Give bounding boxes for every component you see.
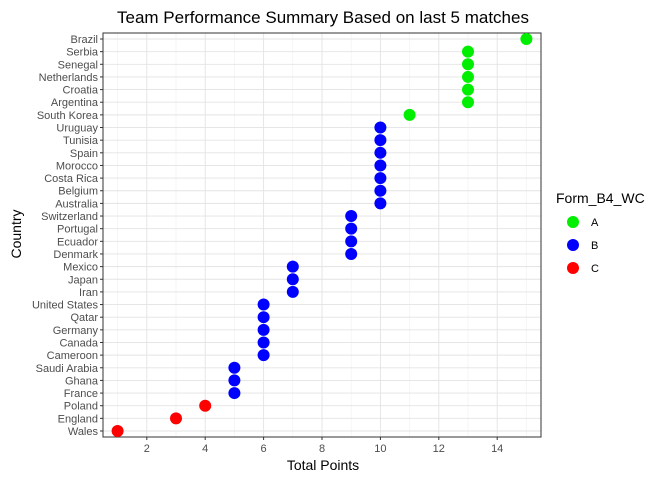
y-tick-label: Ghana — [65, 375, 99, 387]
data-point-saudi-arabia — [228, 361, 241, 374]
y-tick-label: Croatia — [63, 85, 99, 97]
legend-key-a — [567, 216, 579, 228]
x-tick-label: 14 — [491, 443, 503, 455]
data-point-argentina — [462, 96, 474, 109]
data-point-portugal — [345, 222, 358, 235]
y-tick-label: Tunisia — [63, 135, 99, 147]
data-point-costa-rica — [374, 172, 387, 185]
data-point-morocco — [374, 159, 387, 172]
y-tick-label: France — [64, 388, 98, 400]
plot-panel: BrazilSerbiaSenegalNetherlandsCroatiaArg… — [32, 32, 542, 455]
data-point-iran — [286, 285, 299, 298]
data-point-spain — [374, 146, 387, 159]
data-point-belgium — [374, 184, 387, 197]
y-tick-label: Serbia — [66, 47, 99, 59]
data-point-poland — [199, 399, 212, 412]
data-point-senegal — [462, 58, 474, 71]
y-tick-label: Argentina — [51, 97, 99, 109]
y-tick-label: Iran — [79, 287, 98, 299]
legend-label: C — [591, 263, 599, 275]
y-tick-label: Brazil — [70, 34, 98, 46]
data-point-ecuador — [345, 235, 358, 248]
y-tick-label: Canada — [59, 337, 98, 349]
data-point-united-states — [257, 298, 270, 311]
y-tick-label: Spain — [70, 148, 98, 160]
legend: Form_B4_WC ABC — [556, 190, 645, 275]
data-point-tunisia — [374, 134, 387, 147]
y-tick-label: South Korea — [37, 110, 99, 122]
x-tick-label: 12 — [433, 443, 445, 455]
y-tick-label: Cameroon — [47, 350, 98, 362]
data-point-qatar — [257, 311, 270, 324]
y-tick-label: Switzerland — [41, 211, 98, 223]
data-point-cameroon — [257, 349, 270, 362]
y-tick-label: Belgium — [58, 186, 98, 198]
data-point-south-korea — [403, 108, 416, 121]
data-point-australia — [374, 197, 387, 210]
y-tick-label: Senegal — [58, 59, 98, 71]
chart-title: Team Performance Summary Based on last 5… — [117, 8, 529, 27]
data-point-switzerland — [345, 210, 358, 223]
data-point-mexico — [286, 260, 299, 273]
legend-title: Form_B4_WC — [556, 190, 645, 206]
data-point-serbia — [462, 45, 474, 58]
y-tick-label: Denmark — [53, 249, 98, 261]
data-point-uruguay — [374, 121, 387, 134]
data-point-canada — [257, 336, 270, 349]
legend-key-b — [567, 239, 579, 251]
data-point-netherlands — [462, 70, 474, 83]
legend-key-c — [567, 262, 579, 274]
y-tick-label: Morocco — [56, 160, 98, 172]
data-point-japan — [286, 273, 299, 286]
y-tick-label: Qatar — [70, 312, 98, 324]
x-tick-label: 6 — [261, 443, 267, 455]
x-tick-label: 4 — [202, 443, 208, 455]
y-tick-label: Ecuador — [57, 236, 98, 248]
data-point-wales — [111, 425, 124, 437]
y-tick-label: Poland — [64, 401, 98, 413]
data-point-ghana — [228, 374, 241, 387]
y-tick-label: Portugal — [57, 224, 98, 236]
y-tick-label: Australia — [55, 198, 99, 210]
y-tick-label: Costa Rica — [44, 173, 99, 185]
x-tick-label: 8 — [319, 443, 325, 455]
data-point-croatia — [462, 83, 474, 96]
data-point-france — [228, 387, 241, 400]
y-tick-label: England — [58, 413, 98, 425]
y-tick-label: Germany — [53, 325, 99, 337]
y-tick-label: United States — [32, 300, 99, 312]
data-point-england — [170, 412, 182, 425]
legend-label: B — [591, 240, 598, 252]
y-tick-label: Saudi Arabia — [36, 363, 99, 375]
x-axis-title: Total Points — [287, 457, 359, 473]
data-point-brazil — [520, 33, 533, 45]
y-tick-label: Netherlands — [39, 72, 99, 84]
y-axis-title: Country — [8, 209, 24, 258]
data-point-denmark — [345, 247, 358, 260]
data-point-germany — [257, 323, 270, 336]
y-tick-label: Wales — [68, 426, 99, 438]
y-tick-label: Mexico — [63, 262, 98, 274]
y-tick-label: Uruguay — [56, 123, 98, 135]
y-tick-label: Japan — [68, 274, 98, 286]
x-tick-label: 10 — [374, 443, 386, 455]
x-tick-label: 2 — [144, 443, 150, 455]
legend-label: A — [591, 217, 599, 229]
